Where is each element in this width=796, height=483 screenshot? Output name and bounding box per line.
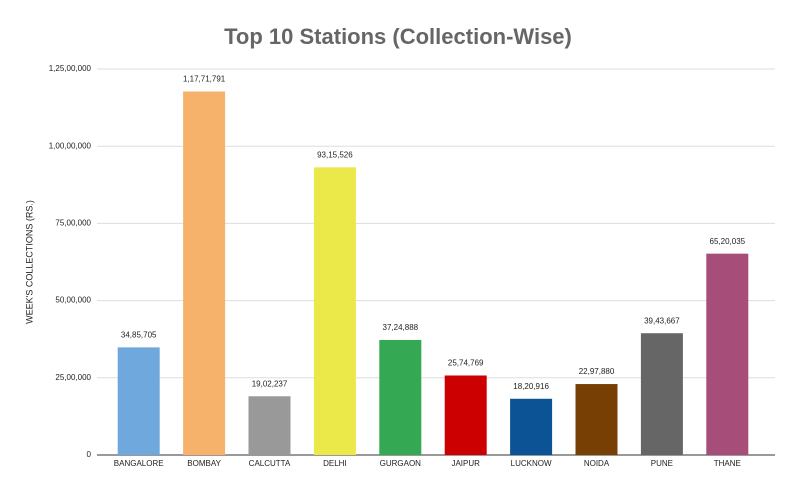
chart-title: Top 10 Stations (Collection-Wise) [224, 24, 572, 49]
y-axis-label: WEEK'S COLLECTIONS (RS.) [24, 200, 34, 324]
x-tick-label: DELHI [323, 459, 347, 468]
x-tick-label: GURGAON [380, 459, 422, 468]
y-tick-label: 50,00,000 [55, 296, 91, 305]
bar [248, 396, 291, 455]
x-tick-label: JAIPUR [451, 459, 480, 468]
bar [575, 384, 618, 455]
x-tick-label: THANE [714, 459, 741, 468]
x-tick-label: LUCKNOW [511, 459, 552, 468]
x-tick-label: PUNE [651, 459, 673, 468]
y-tick-label: 75,00,000 [55, 219, 91, 228]
x-tick-label: NOIDA [584, 459, 610, 468]
bar [640, 333, 683, 455]
value-label: 19,02,237 [252, 379, 288, 388]
y-tick-label: 25,00,000 [55, 373, 91, 382]
y-tick-label: 1,25,00,000 [49, 64, 92, 73]
value-label: 34,85,705 [121, 330, 157, 339]
bar [444, 375, 487, 455]
value-label: 1,17,71,791 [183, 75, 226, 84]
value-label: 25,74,769 [448, 359, 484, 368]
value-label: 37,24,888 [383, 323, 419, 332]
bar [117, 347, 160, 455]
value-label: 22,97,880 [579, 367, 615, 376]
x-tick-label: BANGALORE [114, 459, 164, 468]
bar [379, 339, 422, 455]
y-tick-label: 0 [87, 450, 92, 459]
bar [313, 167, 356, 456]
y-tick-label: 1,00,00,000 [49, 141, 92, 150]
value-label: 65,20,035 [710, 237, 746, 246]
value-label: 18,20,916 [513, 382, 549, 391]
bar [183, 91, 226, 455]
value-label: 39,43,667 [644, 316, 680, 325]
value-label: 93,15,526 [317, 150, 353, 159]
bar [510, 398, 553, 455]
bar [706, 253, 749, 455]
x-tick-label: BOMBAY [187, 459, 221, 468]
x-tick-label: CALCUTTA [249, 459, 291, 468]
